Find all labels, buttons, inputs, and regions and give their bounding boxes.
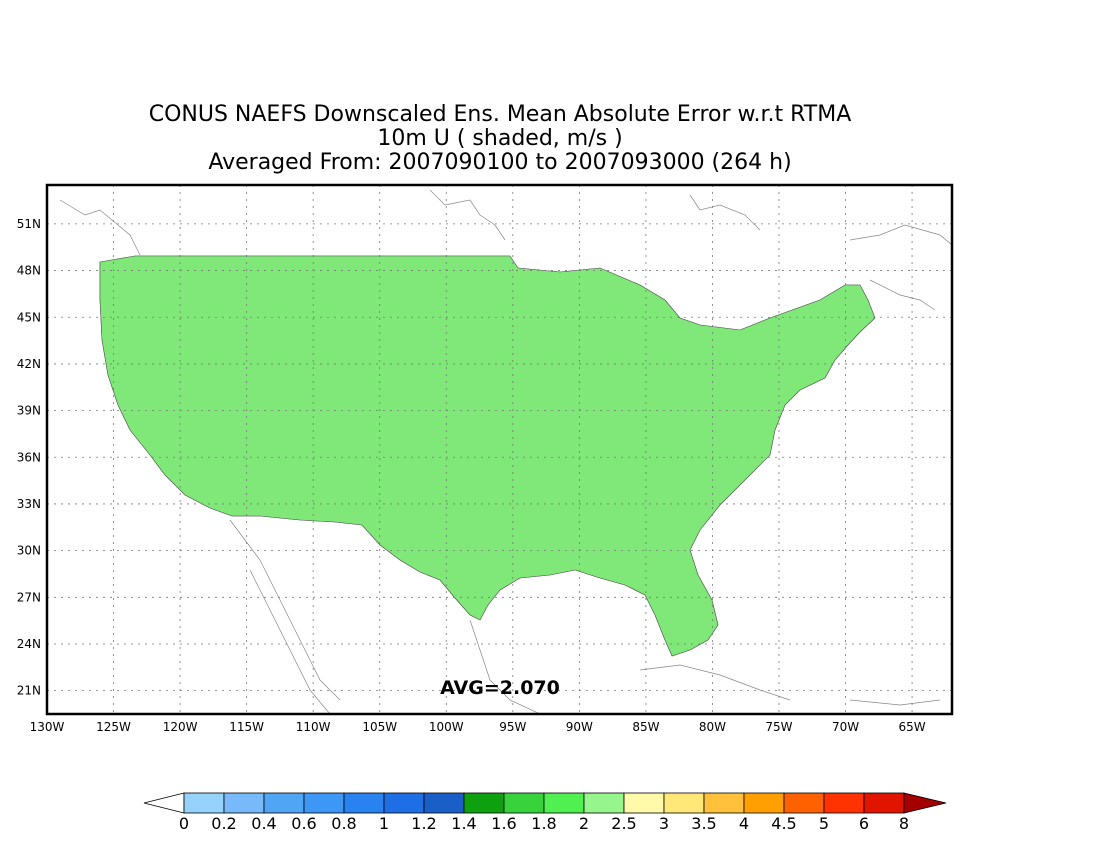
colorbar-swatch [583,792,625,814]
colorbar-swatch [503,792,545,814]
colorbar-level-label: 1.2 [411,814,436,833]
lat-tick-label: 48N [17,264,41,278]
map-title-line-1: CONUS NAEFS Downscaled Ens. Mean Absolut… [148,102,852,127]
lat-tick-label: 42N [17,357,41,371]
map-frame-border [45,183,954,716]
colorbar-swatch [783,792,825,814]
colorbar-level-label: 0.2 [211,814,236,833]
lat-tick-label: 39N [17,404,41,418]
colorbar-level-label: 0.4 [251,814,276,833]
colorbar-swatch [703,792,745,814]
colorbar-swatch [303,792,345,814]
colorbar: 0 0.2 0.4 0.6 0.8 1 1.2 1.4 1.6 1.8 2 2.5 3 3.5 4 4.5 5 6… [143,792,947,833]
colorbar-level-label: 8 [899,814,909,833]
lon-tick-labels: 130W 125W 120W 115W 110W 105W 100W 95W 90W 85W 80W… [30,720,926,734]
colorbar-swatch [743,792,785,814]
colorbar-level-label: 4 [739,814,749,833]
background-coastlines [59,189,952,714]
colorbar-level-label: 4.5 [771,814,796,833]
lon-tick-label: 130W [30,720,65,734]
lat-tick-label: 36N [17,450,41,464]
lon-tick-label: 95W [499,720,526,734]
colorbar-level-label: 1.8 [531,814,556,833]
colorbar-swatch [463,792,505,814]
colorbar-swatch [263,792,305,814]
lon-tick-label: 105W [362,720,397,734]
colorbar-swatch [183,792,225,814]
map-title-line-3: Averaged From: 2007090100 to 2007093000 … [208,150,792,175]
lat-tick-label: 27N [17,590,41,604]
colorbar-swatch [863,792,905,814]
lon-tick-label: 80W [699,720,726,734]
lat-tick-labels: 21N 24N 27N 30N 33N 36N 39N 42N 45N 48N 51N [17,217,41,698]
colorbar-swatch [343,792,385,814]
map-title-line-2: 10m U ( shaded, m/s ) [377,126,623,151]
colorbar-swatch [543,792,585,814]
lat-tick-label: 21N [17,684,41,698]
colorbar-over-triangle [903,792,947,814]
colorbar-level-label: 3.5 [691,814,716,833]
colorbar-level-label: 2.5 [611,814,636,833]
colorbar-swatch [423,792,465,814]
lat-tick-label: 51N [17,217,41,231]
colorbar-swatch [383,792,425,814]
lon-tick-label: 120W [163,720,198,734]
colorbar-swatch [663,792,705,814]
colorbar-level-label: 5 [819,814,829,833]
lon-tick-label: 110W [296,720,331,734]
lon-tick-label: 70W [832,720,859,734]
lon-tick-label: 125W [96,720,131,734]
colorbar-level-label: 1.4 [451,814,476,833]
colorbar-level-label: 1 [379,814,389,833]
lon-tick-label: 85W [632,720,659,734]
lat-tick-label: 33N [17,497,41,511]
colorbar-under-triangle [143,792,185,814]
colorbar-level-label: 6 [859,814,869,833]
lat-tick-label: 45N [17,310,41,324]
lon-tick-label: 75W [765,720,792,734]
conus-error-field [99,255,876,657]
lon-tick-label: 115W [229,720,264,734]
colorbar-swatch [623,792,665,814]
lat-tick-label: 30N [17,544,41,558]
lat-tick-label: 24N [17,637,41,651]
colorbar-level-label: 0.8 [331,814,356,833]
colorbar-level-label: 0 [179,814,189,833]
colorbar-swatch [223,792,265,814]
lon-tick-label: 90W [566,720,593,734]
colorbar-swatch [823,792,865,814]
colorbar-level-label: 0.6 [291,814,316,833]
colorbar-level-label: 3 [659,814,669,833]
colorbar-level-label: 2 [579,814,589,833]
colorbar-level-label: 1.6 [491,814,516,833]
lon-tick-label: 65W [899,720,926,734]
average-label: AVG=2.070 [440,677,560,699]
lon-tick-label: 100W [429,720,464,734]
